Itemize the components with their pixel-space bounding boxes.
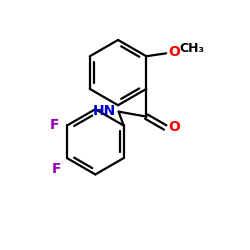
- Text: O: O: [168, 45, 180, 59]
- Text: CH₃: CH₃: [179, 42, 204, 55]
- Text: HN: HN: [92, 104, 116, 118]
- Text: F: F: [52, 162, 61, 176]
- Text: O: O: [168, 120, 180, 134]
- Text: F: F: [50, 118, 59, 132]
